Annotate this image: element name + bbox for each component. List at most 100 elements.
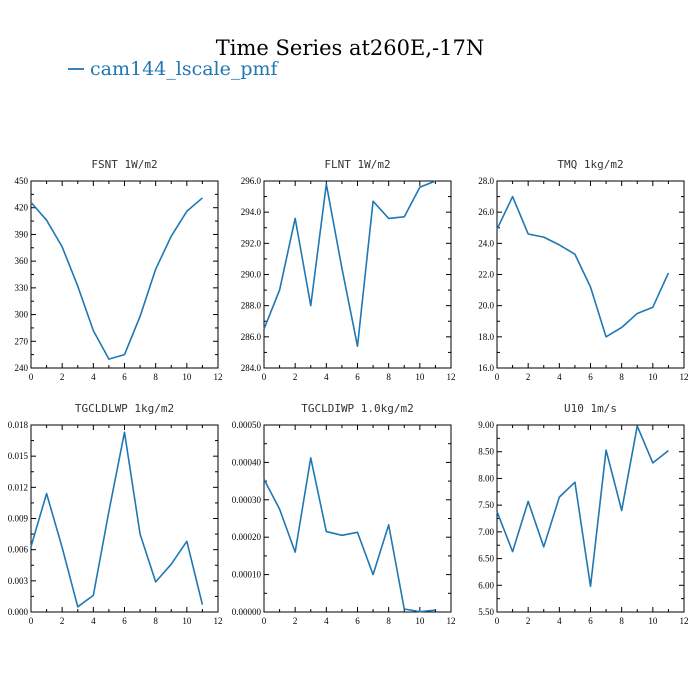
x-tick-label: 10	[182, 372, 192, 382]
x-tick-label: 8	[619, 372, 624, 382]
y-tick-label: 24.0	[478, 238, 494, 248]
x-tick-label: 4	[91, 372, 96, 382]
x-tick-label: 6	[122, 372, 127, 382]
y-tick-label: 292.0	[241, 238, 262, 248]
y-tick-label: 360	[15, 256, 29, 266]
y-tick-label: 7.50	[478, 500, 494, 510]
x-tick-label: 6	[588, 372, 593, 382]
panel-title: TGCLDIWP 1.0kg/m2	[301, 402, 414, 415]
x-tick-label: 4	[557, 616, 562, 626]
panel-6: U10 1m/s 0 2 4 6 8 10 12 5.50 6.00 6.50 7.00 7.50 8.0…	[478, 402, 688, 626]
y-tick-label: 290.0	[241, 270, 262, 280]
x-tick-label: 6	[588, 616, 593, 626]
series-line	[496, 425, 669, 588]
x-tick-label: 8	[386, 616, 391, 626]
panel-title: TMQ 1kg/m2	[557, 158, 623, 171]
y-tick-label: 0.018	[8, 420, 29, 430]
x-tick-label: 4	[91, 616, 96, 626]
panel-title: TGCLDLWP 1kg/m2	[75, 402, 174, 415]
y-tick-label: 330	[15, 283, 29, 293]
y-tick-label: 420	[15, 203, 29, 213]
x-tick-label: 0	[262, 616, 267, 626]
y-tick-label: 0.012	[8, 482, 28, 492]
x-tick-label: 4	[324, 616, 329, 626]
y-tick-label: 28.0	[478, 176, 494, 186]
series-line	[263, 457, 436, 613]
x-tick-label: 12	[447, 616, 456, 626]
x-tick-label: 2	[60, 372, 65, 382]
x-tick-label: 0	[495, 372, 500, 382]
y-tick-label: 5.50	[478, 607, 494, 617]
x-tick-label: 8	[619, 616, 624, 626]
y-tick-label: 0.00010	[232, 570, 262, 580]
x-tick-label: 0	[29, 372, 34, 382]
legend-label: cam144_lscale_pmf	[90, 58, 280, 80]
y-tick-label: 284.0	[241, 363, 262, 373]
series-line	[30, 197, 203, 360]
x-tick-label: 0	[262, 372, 267, 382]
x-tick-label: 2	[293, 616, 298, 626]
panel-5: TGCLDIWP 1.0kg/m2 0 2 4 6 8 10 12 0.00000 0.00010…	[232, 402, 456, 626]
x-tick-label: 12	[680, 372, 689, 382]
x-tick-label: 10	[415, 372, 425, 382]
y-tick-label: 300	[15, 310, 29, 320]
y-tick-label: 0.00050	[232, 420, 262, 430]
legend: cam144_lscale_pmf	[68, 58, 280, 80]
x-tick-label: 6	[355, 372, 360, 382]
series-line	[30, 431, 204, 608]
panel-2: FLNT 1W/m2 0 2 4 6 8 10 12 284.0 286.0 288.0 290.0 2…	[241, 158, 456, 382]
x-tick-label: 2	[526, 616, 531, 626]
y-tick-label: 0.009	[8, 514, 29, 524]
x-tick-label: 6	[355, 616, 360, 626]
y-tick-label: 0.00030	[232, 495, 262, 505]
y-tick-label: 240	[15, 363, 29, 373]
y-tick-label: 288.0	[241, 301, 262, 311]
axes-frame	[30, 424, 219, 613]
y-tick-label: 22.0	[478, 270, 494, 280]
y-tick-label: 6.00	[478, 580, 494, 590]
y-tick-label: 0.003	[8, 576, 29, 586]
y-tick-label: 0.00040	[232, 457, 262, 467]
y-tick-label: 0.006	[8, 545, 29, 555]
y-tick-label: 0.00020	[232, 532, 262, 542]
x-tick-label: 0	[495, 616, 500, 626]
figure-title: Time Series at260E,-17N	[216, 36, 484, 60]
y-tick-label: 6.50	[478, 554, 494, 564]
x-tick-label: 12	[680, 616, 689, 626]
x-tick-label: 8	[386, 372, 391, 382]
series-line	[263, 180, 436, 347]
axes-frame	[496, 180, 685, 369]
y-tick-label: 20.0	[478, 301, 494, 311]
x-tick-label: 6	[122, 616, 127, 626]
panel-title: FLNT 1W/m2	[324, 158, 390, 171]
x-tick-label: 10	[415, 616, 425, 626]
y-tick-label: 0.000	[8, 607, 29, 617]
x-tick-label: 12	[447, 372, 456, 382]
x-tick-label: 10	[182, 616, 192, 626]
x-tick-label: 10	[648, 372, 658, 382]
x-tick-label: 2	[60, 616, 65, 626]
y-tick-label: 390	[15, 229, 29, 239]
x-tick-label: 4	[324, 372, 329, 382]
x-tick-label: 8	[153, 616, 158, 626]
y-tick-label: 16.0	[478, 363, 494, 373]
panel-title: U10 1m/s	[564, 402, 617, 415]
y-tick-label: 0.00000	[232, 607, 262, 617]
y-tick-label: 9.00	[478, 420, 494, 430]
x-tick-label: 8	[153, 372, 158, 382]
x-tick-label: 0	[29, 616, 34, 626]
x-tick-label: 4	[557, 372, 562, 382]
y-tick-label: 8.00	[478, 473, 494, 483]
y-tick-label: 26.0	[478, 207, 494, 217]
axes-frame	[263, 424, 452, 613]
y-tick-label: 18.0	[478, 332, 494, 342]
y-tick-label: 0.015	[8, 451, 29, 461]
panel-3: TMQ 1kg/m2 0 2 4 6 8 10 12 16.0 18.0 20.0 22.0 24.0 2…	[478, 158, 688, 382]
y-tick-label: 286.0	[241, 332, 262, 342]
y-tick-label: 7.00	[478, 527, 494, 537]
x-tick-label: 2	[526, 372, 531, 382]
y-tick-label: 270	[15, 336, 29, 346]
panel-title: FSNT 1W/m2	[91, 158, 157, 171]
panel-1: FSNT 1W/m2 0 2 4 6 8 10 12 240 270 300 330 360 390 420…	[15, 158, 223, 382]
